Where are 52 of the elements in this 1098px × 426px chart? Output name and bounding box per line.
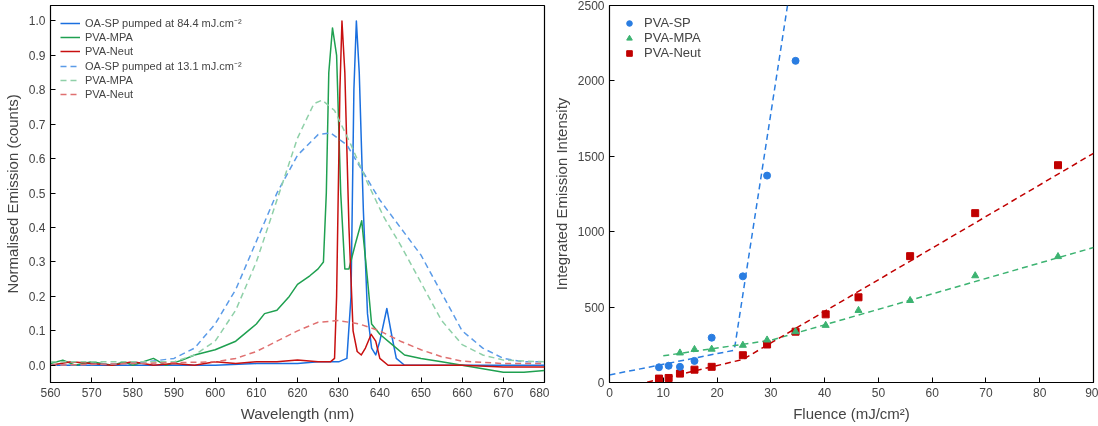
x-tick-label: 20 — [710, 385, 725, 400]
y-tick-label: 0.7 — [28, 117, 46, 132]
y-tick-label: 500 — [584, 300, 605, 315]
y-tick-label: 0.6 — [28, 152, 46, 167]
x-tick-label: 680 — [529, 385, 550, 400]
legend-label: PVA-Neut — [85, 87, 134, 101]
legend-label: PVA-MPA — [85, 30, 133, 44]
x-tick-label: 90 — [1085, 385, 1098, 400]
x-tick-label: 80 — [1033, 385, 1047, 400]
x-tick-label: 640 — [369, 385, 391, 400]
legend-label: PVA-Neut — [85, 44, 134, 58]
x-tick-label: 660 — [452, 385, 473, 400]
x-tick-label: 630 — [328, 385, 349, 400]
x-tick-label: 590 — [163, 385, 185, 400]
legend-label: PVA-MPA — [85, 73, 133, 87]
x-tick-label: 620 — [287, 385, 308, 400]
legend-label: PVA-SP — [644, 15, 691, 30]
x-tick-label: 580 — [122, 385, 144, 400]
x-tick-label: 30 — [764, 385, 778, 400]
y-tick-label: 2000 — [577, 74, 605, 89]
x-tick-label: 60 — [925, 385, 940, 400]
legend-label: PVA-Neut — [644, 45, 701, 60]
legend-label: OA-SP pumped at 84.4 mJ.cm⁻² — [85, 16, 242, 30]
y-tick-label: 0.9 — [28, 48, 46, 63]
x-tick-label: 40 — [817, 385, 832, 400]
legend-label: OA-SP pumped at 13.1 mJ.cm⁻² — [85, 59, 242, 73]
y-tick-label: 0.1 — [28, 324, 46, 339]
x-tick-label: 50 — [871, 385, 886, 400]
y-tick-label: 1000 — [577, 225, 605, 240]
y-axis-title: Normalised Emission (counts) — [3, 94, 21, 294]
y-axis-title: Integrated Emission Intensity — [552, 97, 570, 291]
y-tick-label: 1.0 — [28, 14, 46, 29]
x-tick-label: 570 — [81, 385, 102, 400]
x-tick-label: 610 — [246, 385, 267, 400]
y-tick-label: 2500 — [577, 0, 605, 13]
y-tick-label: 0.5 — [28, 186, 46, 201]
x-tick-label: 70 — [979, 385, 993, 400]
x-tick-label: 650 — [410, 385, 432, 400]
y-tick-label: 0.2 — [28, 289, 46, 304]
y-tick-label: 0.4 — [28, 221, 46, 236]
x-tick-label: 560 — [40, 385, 61, 400]
y-tick-label: 0 — [597, 376, 605, 390]
y-tick-label: 0.3 — [28, 255, 46, 270]
y-tick-label: 0.8 — [28, 83, 46, 98]
x-tick-label: 670 — [493, 385, 514, 400]
x-axis-title: Wavelength (nm) — [240, 404, 355, 422]
x-tick-label: 600 — [205, 385, 226, 400]
legend-label: PVA-MPA — [644, 30, 701, 45]
y-tick-label: 0.0 — [28, 358, 46, 373]
y-tick-label: 1500 — [577, 149, 605, 164]
x-axis-title: Fluence (mJ/cm²) — [793, 404, 910, 422]
x-tick-label: 10 — [656, 385, 671, 400]
